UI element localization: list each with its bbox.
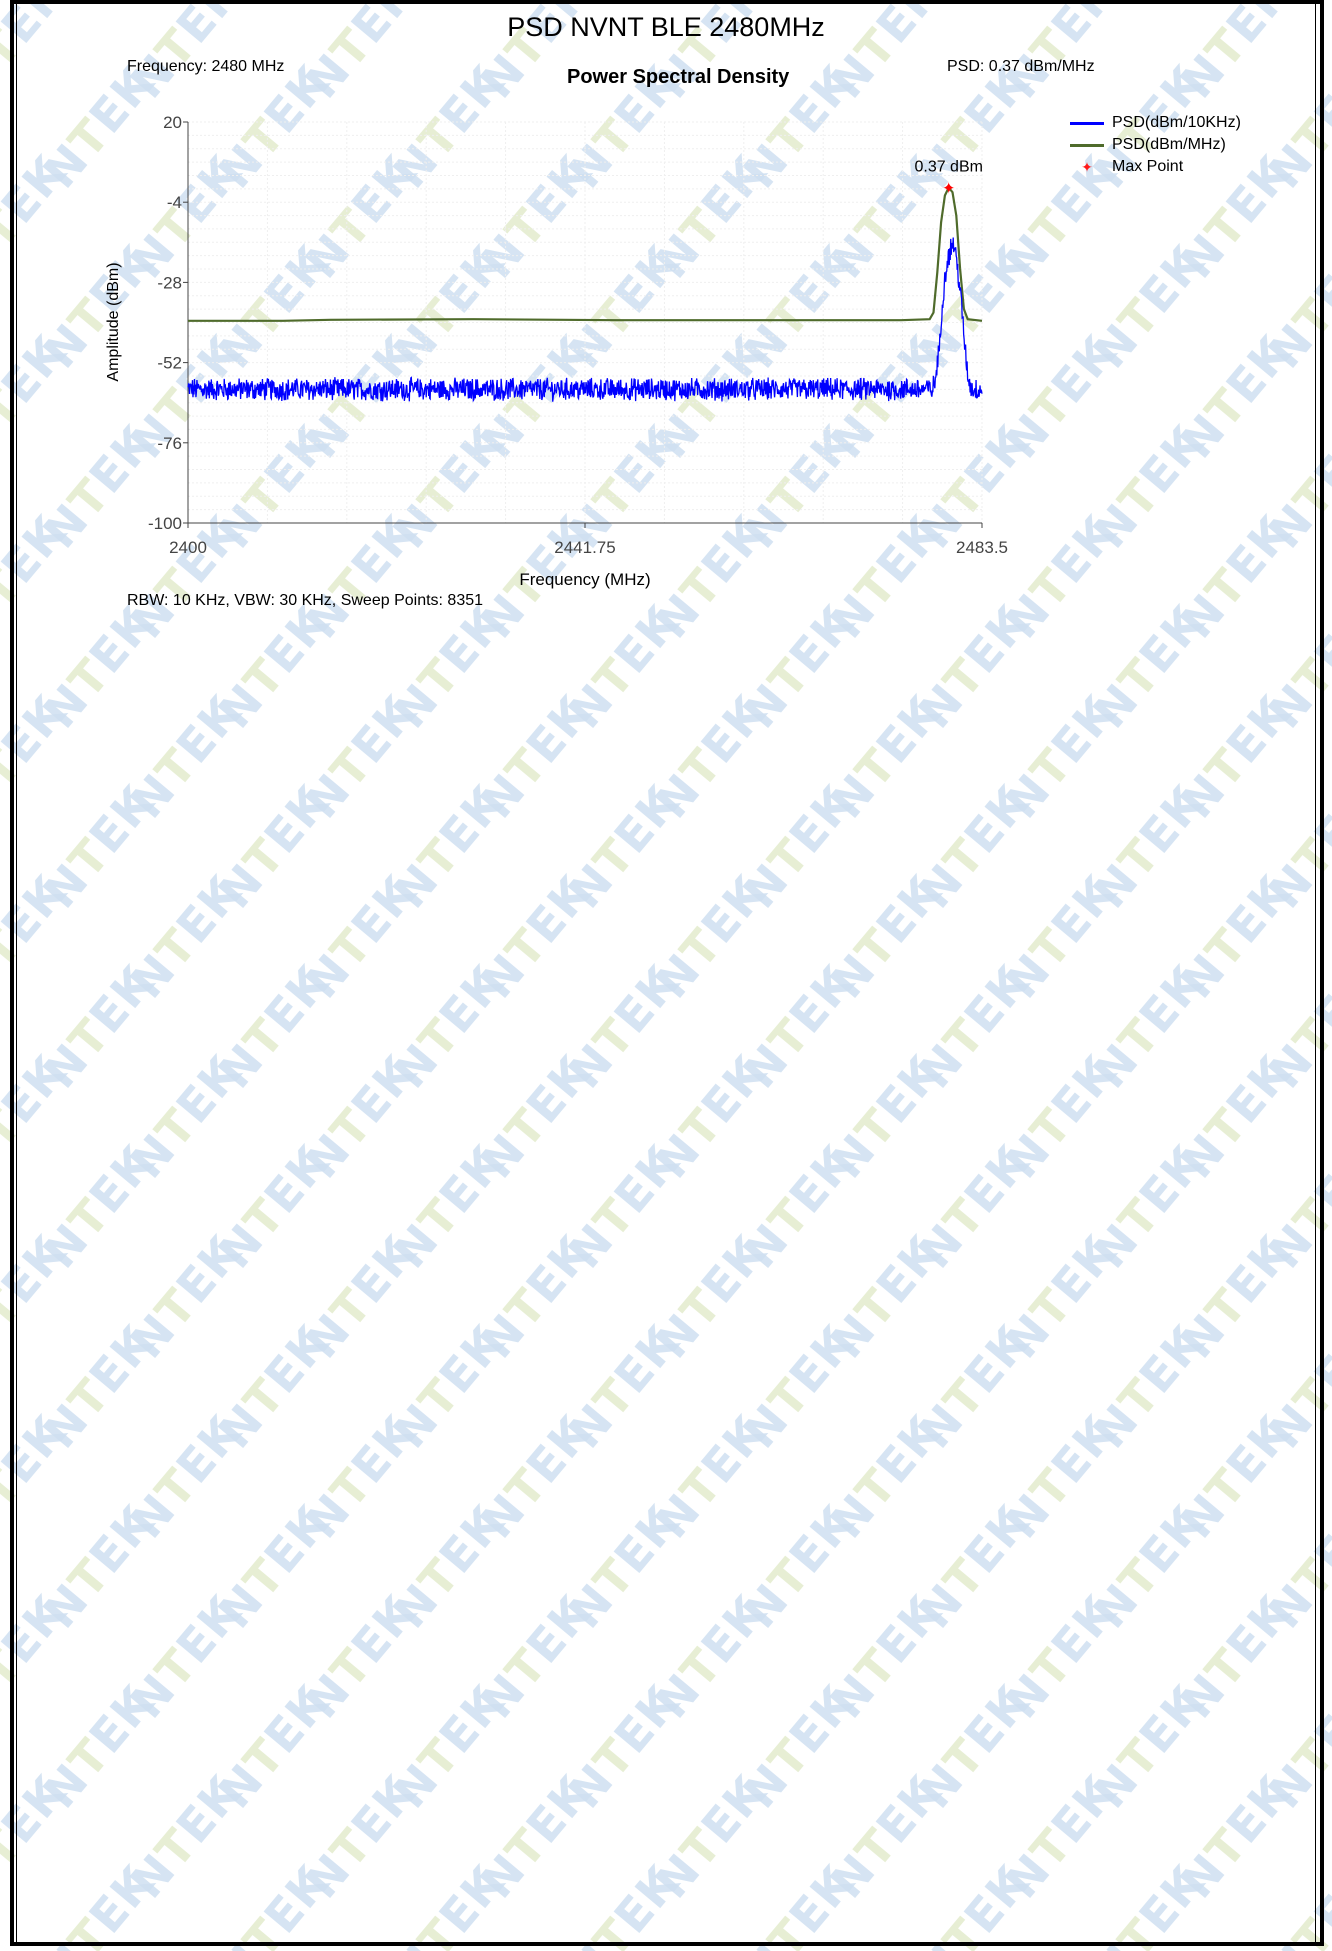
y-tick-label: -52 <box>157 354 182 373</box>
legend-item-psd-10khz: PSD(dBm/10KHz) <box>1070 112 1241 134</box>
chart-series: ✦ <box>187 181 983 403</box>
psd-readout: PSD: 0.37 dBm/MHz <box>947 58 1095 75</box>
y-tick-label: -28 <box>157 273 182 292</box>
frequency-readout: Frequency: 2480 MHz <box>127 58 285 75</box>
legend-label-psd-mhz: PSD(dBm/MHz) <box>1112 136 1226 153</box>
y-tick-label: -4 <box>167 193 182 212</box>
y-tick-label: -76 <box>157 434 182 453</box>
series-psd-10khz-line <box>187 237 983 403</box>
x-tick-label: 2483.5 <box>956 538 1008 557</box>
x-tick-label: 2441.75 <box>554 538 615 557</box>
page-title: PSD NVNT BLE 2480MHz <box>507 12 825 42</box>
y-tick-label: -100 <box>148 514 182 533</box>
chart-labels: 20 -4 -28 -52 -76 -100 2400 2441.75 2483.5 Freque… <box>105 113 1008 589</box>
sweep-settings: RBW: 10 KHz, VBW: 30 KHz, Sweep Points: … <box>127 592 484 609</box>
max-point-marker: ✦ <box>942 181 955 198</box>
x-axis-label: Frequency (MHz) <box>519 570 650 589</box>
legend-swatch-blue <box>1070 121 1104 125</box>
legend-item-max-point: ✦ Max Point <box>1070 156 1241 178</box>
chart-title: Power Spectral Density <box>567 66 790 88</box>
legend-label-psd-10khz: PSD(dBm/10KHz) <box>1112 114 1241 131</box>
x-tick-label: 2400 <box>169 538 207 557</box>
chart-legend: PSD(dBm/10KHz) PSD(dBm/MHz) ✦ Max Point <box>1070 112 1241 178</box>
legend-item-psd-mhz: PSD(dBm/MHz) <box>1070 134 1241 156</box>
series-psd-mhz-line <box>188 185 983 322</box>
max-point-star-icon: ✦ <box>1081 158 1093 175</box>
y-tick-label: 20 <box>163 113 182 132</box>
y-axis-label: Amplitude (dBm) <box>105 262 122 381</box>
legend-label-max-point: Max Point <box>1112 158 1184 175</box>
chart-axes <box>183 121 983 528</box>
page-frame-inner <box>16 0 1316 1944</box>
max-point-annotation: 0.37 dBm <box>914 159 982 176</box>
legend-swatch-green <box>1070 143 1104 147</box>
psd-chart: ✦ 20 -4 -28 -52 -76 -100 2400 2441.75 2483.5 Freq… <box>105 113 1008 589</box>
chart-grid <box>187 121 983 524</box>
page-frame <box>10 0 1324 1946</box>
